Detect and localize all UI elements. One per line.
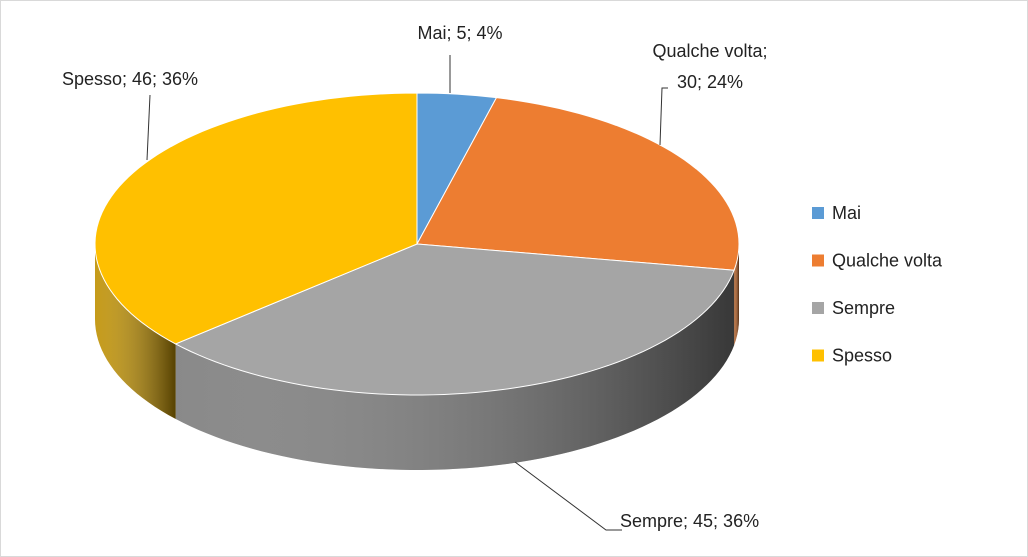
legend-swatch (812, 302, 824, 314)
pie-slice (416, 92, 498, 245)
legend-swatch (812, 349, 824, 362)
pie (94, 92, 740, 470)
legend-swatch (812, 254, 824, 267)
pie-slice (416, 97, 740, 271)
data-label: Sempre; 45; 36% (620, 511, 760, 531)
pie-slice (94, 92, 418, 345)
legend-label: Mai (832, 203, 861, 223)
data-label: Mai; 5; 4% (417, 23, 503, 43)
pie-slice (174, 243, 735, 396)
leader-line (659, 87, 668, 146)
legend: Mai Qualche volta Sempre Spesso (812, 203, 943, 365)
legend-label: Qualche volta (832, 250, 943, 270)
legend-label: Sempre (832, 298, 895, 318)
leader-line (514, 461, 622, 531)
legend-swatch (812, 207, 824, 219)
leader-lines (146, 55, 668, 531)
legend-label: Spesso (832, 345, 892, 365)
side-shade (95, 244, 176, 419)
side-shade (175, 270, 735, 470)
data-label: Qualche volta; 30; 24% (652, 41, 768, 92)
leader-line (146, 94, 151, 161)
side-shade (734, 244, 739, 346)
data-label: Spesso; 46; 36% (61, 69, 199, 89)
